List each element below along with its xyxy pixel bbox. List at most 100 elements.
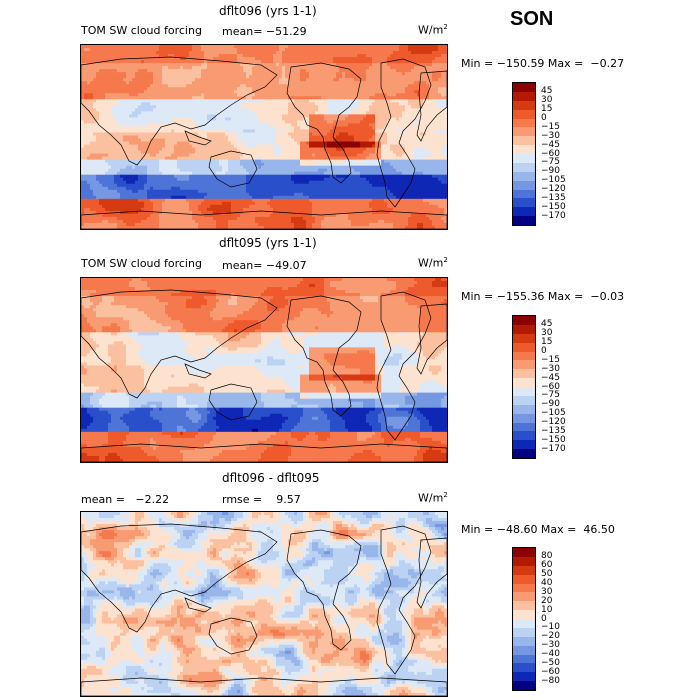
colorbar-swatch (513, 619, 535, 628)
colorbar-tick-label: −10 (541, 623, 560, 632)
colorbar-tick-label: −30 (541, 131, 560, 141)
colorbar-tick-label: 40 (541, 579, 552, 588)
colorbar-swatch (513, 109, 535, 119)
panel-1-units: W/m2 (418, 23, 448, 37)
colorbar-swatch (513, 556, 535, 566)
colorbar-tick-label: 30 (541, 587, 552, 597)
colorbar-tick-label: 10 (541, 605, 552, 615)
colorbar-tick-label: −40 (541, 650, 560, 659)
colorbar-tick-label: −150 (541, 435, 566, 445)
panel-2-map (80, 277, 448, 463)
colorbar-tick-label: −150 (541, 202, 566, 212)
colorbar-swatch (513, 601, 535, 611)
colorbar-tick-label: −60 (541, 149, 560, 159)
colorbar-swatch (513, 681, 535, 690)
colorbar-swatch (513, 136, 535, 146)
colorbar-tick-label: −15 (541, 122, 560, 132)
colorbar-tick-label: 60 (541, 561, 552, 570)
colorbar-tick-label: −170 (541, 211, 566, 221)
panel-2-mean: mean= −49.07 (222, 259, 307, 272)
colorbar-tick-label: −20 (541, 632, 560, 641)
colorbar-tick-label: −60 (541, 667, 560, 677)
colorbar-tick-label: −30 (541, 641, 560, 650)
panel-1-map-field (81, 45, 447, 229)
colorbar-swatch (513, 387, 535, 396)
colorbar-swatch (513, 378, 535, 387)
colorbar-swatch (513, 413, 535, 423)
colorbar-tick-label: −75 (541, 391, 560, 400)
colorbar-swatch (513, 198, 535, 208)
colorbar-swatch (513, 127, 535, 137)
colorbar-swatch (513, 449, 535, 458)
colorbar-tick-label: −170 (541, 444, 566, 454)
colorbar-tick-label: −75 (541, 158, 560, 167)
colorbar-swatch (513, 548, 535, 557)
season-title: SON (510, 8, 553, 31)
colorbar-swatch (513, 162, 535, 172)
colorbar-tick-label: 15 (541, 105, 552, 114)
colorbar-tick-label: −15 (541, 355, 560, 365)
colorbar-swatch (513, 145, 535, 154)
colorbar-swatch (513, 100, 535, 110)
panel-1-colorbar (512, 82, 536, 226)
panel-3-map-field (81, 512, 447, 696)
colorbar-swatch (513, 645, 535, 655)
colorbar-swatch (513, 118, 535, 128)
colorbar-swatch (513, 440, 535, 450)
colorbar-tick-label: −105 (541, 409, 566, 418)
colorbar-swatch (513, 565, 535, 575)
colorbar-swatch (513, 324, 535, 334)
colorbar-tick-label: −120 (541, 185, 566, 194)
colorbar-tick-label: −90 (541, 167, 560, 176)
panel-1-mean: mean= −51.29 (222, 25, 307, 38)
colorbar-tick-label: −90 (541, 400, 560, 409)
panel-3-rmse: rmse = 9.57 (222, 493, 301, 506)
colorbar-tick-label: −135 (541, 426, 566, 436)
panel-1-map (80, 44, 448, 230)
colorbar-tick-label: −50 (541, 658, 560, 668)
colorbar-tick-label: 30 (541, 329, 552, 338)
colorbar-tick-label: 30 (541, 96, 552, 105)
colorbar-swatch (513, 610, 535, 619)
panel-1-minmax: Min = −150.59 Max = −0.27 (461, 57, 624, 70)
colorbar-swatch (513, 592, 535, 602)
colorbar-tick-label: −120 (541, 418, 566, 427)
colorbar-swatch (513, 583, 535, 593)
colorbar-swatch (513, 91, 535, 101)
panel-3-minmax: Min = −48.60 Max = 46.50 (461, 523, 615, 536)
panel-3-mean: mean = −2.22 (81, 493, 169, 506)
panel-2-colorbar (512, 315, 536, 459)
colorbar-swatch (513, 351, 535, 361)
colorbar-swatch (513, 395, 535, 405)
colorbar-swatch (513, 431, 535, 441)
colorbar-tick-label: 45 (541, 87, 552, 96)
colorbar-tick-label: 0 (541, 347, 547, 356)
colorbar-swatch (513, 333, 535, 343)
panel-2-units: W/m2 (418, 256, 448, 270)
colorbar-tick-label: 20 (541, 596, 552, 606)
colorbar-tick-label: −105 (541, 176, 566, 185)
colorbar-swatch (513, 171, 535, 181)
panel-1-field-label: TOM SW cloud forcing (81, 24, 202, 37)
colorbar-tick-label: 80 (541, 552, 552, 561)
colorbar-tick-label: 0 (541, 114, 547, 123)
colorbar-swatch (513, 404, 535, 414)
panel-2-field-label: TOM SW cloud forcing (81, 257, 202, 270)
colorbar-tick-label: 50 (541, 570, 552, 579)
panel-2-title: dflt095 (yrs 1-1) (219, 236, 317, 250)
colorbar-tick-label: −135 (541, 193, 566, 203)
colorbar-tick-label: −60 (541, 382, 560, 392)
colorbar-tick-label: 45 (541, 320, 552, 329)
colorbar-swatch (513, 360, 535, 370)
panel-3-colorbar (512, 547, 536, 691)
colorbar-swatch (513, 627, 535, 637)
colorbar-tick-label: −80 (541, 676, 560, 686)
colorbar-swatch (513, 216, 535, 225)
panel-3-units: W/m2 (418, 491, 448, 505)
panel-3-title: dflt096 - dflt095 (222, 471, 320, 485)
panel-2-map-field (81, 278, 447, 462)
colorbar-swatch (513, 189, 535, 199)
colorbar-swatch (513, 83, 535, 92)
colorbar-swatch (513, 180, 535, 190)
colorbar-swatch (513, 574, 535, 584)
